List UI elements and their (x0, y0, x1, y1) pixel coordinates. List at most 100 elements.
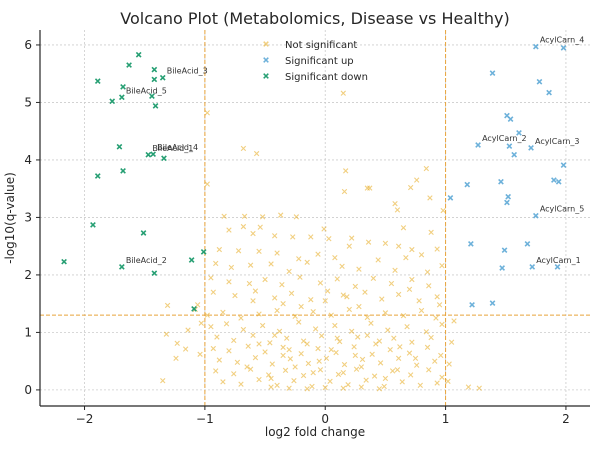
data-point (287, 356, 294, 362)
data-point (256, 311, 262, 317)
data-point (232, 292, 238, 299)
data-point (416, 298, 422, 304)
data-point (475, 142, 481, 148)
data-point (305, 360, 312, 367)
data-point (151, 76, 158, 83)
data-point (208, 323, 214, 330)
data-point (349, 235, 355, 241)
data-point (489, 300, 496, 306)
data-point (163, 331, 170, 337)
legend-item: Significant up (263, 56, 354, 67)
data-point (304, 341, 310, 347)
data-point (426, 367, 432, 373)
data-point (340, 385, 346, 391)
y-tick-label: 0 (24, 383, 32, 397)
data-point (427, 195, 433, 201)
point-annotation: AcylCarn_1 (536, 256, 580, 265)
data-point (226, 279, 232, 285)
legend-label: Significant down (285, 72, 368, 83)
data-point (499, 265, 506, 271)
data-point (213, 260, 219, 267)
data-point (406, 286, 413, 292)
data-point (304, 386, 310, 392)
data-point (489, 70, 496, 76)
data-point (501, 247, 508, 254)
data-point (434, 380, 440, 386)
data-point (409, 246, 415, 253)
data-point (204, 110, 210, 116)
legend-marker-icon (263, 57, 269, 63)
data-point (315, 345, 321, 352)
data-point (290, 234, 296, 240)
data-point (204, 181, 210, 187)
data-point (436, 302, 443, 308)
data-point (469, 301, 475, 308)
data-point (332, 322, 338, 329)
data-point (298, 350, 304, 357)
data-point (394, 367, 401, 373)
data-point (231, 337, 237, 344)
point-annotations: BileAcid_3 BileAcid_5 BileAcid_4BileAcid_1… (126, 36, 584, 265)
data-point (554, 264, 561, 270)
data-point (507, 116, 514, 122)
data-point (274, 250, 280, 256)
data-point (234, 359, 241, 365)
data-point (228, 264, 235, 271)
data-point (529, 264, 536, 270)
data-point (152, 103, 159, 109)
data-point (245, 343, 251, 349)
data-point (271, 233, 278, 239)
data-point (426, 283, 432, 289)
data-point (432, 358, 438, 364)
data-point (116, 143, 123, 150)
x-tick-label: 2 (562, 412, 570, 426)
data-point (126, 62, 132, 68)
data-point (365, 239, 372, 245)
data-points (61, 43, 567, 392)
point-annotation: BileAcid_3 (167, 67, 208, 76)
data-point (328, 312, 334, 318)
data-point (191, 305, 197, 312)
data-point (387, 346, 393, 353)
data-point (292, 313, 298, 320)
legend-item: Not significant (263, 40, 357, 51)
data-point (173, 355, 179, 361)
data-point (400, 313, 407, 319)
data-point (271, 295, 278, 301)
data-point (274, 307, 280, 314)
data-point (231, 371, 237, 377)
x-tick-label: −1 (196, 412, 214, 426)
data-point (356, 266, 362, 272)
data-point (250, 230, 256, 237)
data-point (379, 296, 385, 302)
data-point (310, 309, 316, 315)
data-point (446, 361, 452, 367)
point-annotation: BileAcid_5 (126, 86, 167, 95)
data-point (340, 369, 346, 376)
data-point (250, 298, 256, 304)
data-point (326, 236, 332, 242)
data-point (448, 339, 455, 345)
data-point (200, 249, 207, 255)
data-point (265, 372, 272, 378)
data-point (439, 263, 445, 269)
data-point (551, 177, 557, 183)
data-point (164, 302, 171, 309)
data-point (298, 303, 304, 310)
data-point (262, 276, 268, 283)
legend: Not significant Significant up Significant… (263, 40, 368, 83)
data-point (439, 374, 445, 380)
data-point (321, 226, 327, 232)
data-point (250, 332, 256, 338)
data-point (120, 167, 126, 174)
data-point (316, 358, 322, 364)
data-point (278, 212, 284, 218)
y-tick-label: 6 (24, 38, 32, 52)
data-point (328, 346, 334, 353)
data-point (341, 361, 348, 368)
y-tick-label: 5 (24, 95, 32, 109)
data-point (226, 227, 232, 233)
legend-label: Significant up (285, 56, 354, 67)
data-point (440, 207, 446, 214)
